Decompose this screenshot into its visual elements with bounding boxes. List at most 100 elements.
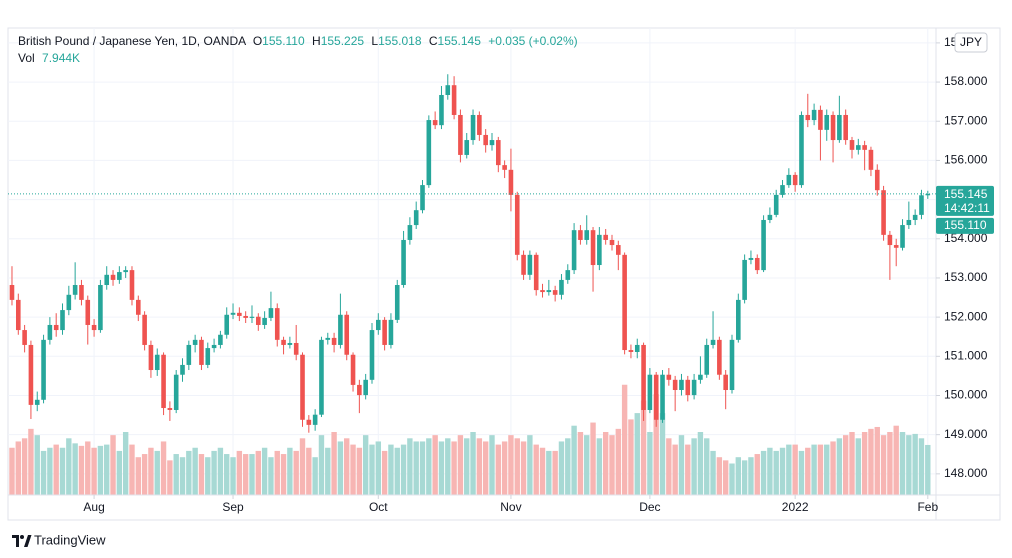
- candle-body: [710, 339, 716, 345]
- candle-body: [925, 193, 931, 196]
- candle-body: [887, 234, 893, 246]
- volume-bar: [596, 438, 603, 495]
- candle-body: [167, 408, 173, 410]
- volume-bar: [571, 425, 577, 495]
- volume-bar: [722, 460, 729, 495]
- volume-bar: [754, 454, 760, 495]
- x-tick-label: Nov: [500, 500, 521, 514]
- volume-bar: [135, 457, 141, 495]
- volume-bar: [482, 441, 489, 495]
- volume-bar: [609, 435, 615, 495]
- candle-body: [394, 285, 400, 320]
- volume-bar: [628, 419, 634, 495]
- candle-body: [293, 342, 299, 355]
- y-tick-label: 152.000: [944, 309, 988, 323]
- candle-body: [123, 270, 128, 273]
- candle-body: [256, 316, 261, 325]
- candle-body: [578, 230, 583, 240]
- volume-bar: [565, 438, 571, 495]
- candle-body: [331, 337, 337, 345]
- volume-bar: [110, 435, 116, 495]
- candle-body: [22, 330, 27, 345]
- volume-bar: [28, 428, 34, 495]
- volume-bar: [59, 447, 66, 495]
- candle-body: [900, 225, 905, 248]
- candle-body: [413, 210, 419, 226]
- candle-body: [129, 270, 135, 300]
- legend-open: 155.110: [262, 34, 305, 48]
- volume-bar: [615, 428, 622, 495]
- legend-high-label: H: [312, 34, 321, 48]
- volume-bar: [394, 447, 400, 495]
- volume-bar: [419, 441, 426, 495]
- volume-bar: [880, 435, 887, 495]
- candle-body: [186, 344, 192, 365]
- candle-body: [344, 314, 350, 355]
- candle-body: [546, 290, 552, 293]
- volume-bar: [325, 447, 331, 495]
- candle-body: [616, 245, 621, 255]
- volume-bar: [179, 457, 186, 495]
- volume-bar: [129, 444, 135, 495]
- candle-body: [161, 354, 166, 409]
- candle-body: [376, 319, 381, 331]
- candle-body: [685, 379, 691, 396]
- volume-bar: [767, 447, 773, 495]
- volume-bar: [773, 450, 779, 495]
- candle-body: [849, 140, 855, 150]
- volume-bar: [293, 450, 299, 495]
- candle-body: [41, 339, 46, 400]
- candle-body: [653, 374, 659, 420]
- volume-bar: [874, 426, 880, 495]
- volume-bar: [817, 444, 824, 495]
- candle-body: [843, 114, 848, 141]
- price-label: 155.145: [944, 187, 988, 201]
- candle-body: [420, 185, 425, 211]
- volume-bar: [691, 438, 697, 495]
- volume-bar: [811, 444, 817, 495]
- candle-body: [445, 85, 451, 95]
- candle-body: [818, 109, 823, 130]
- candle-body: [811, 109, 817, 121]
- candle-body: [98, 285, 103, 331]
- candle-body: [470, 114, 476, 141]
- volume-bar: [602, 432, 609, 495]
- candle-body: [830, 114, 836, 141]
- candle-body: [679, 379, 684, 391]
- candle-body: [369, 330, 375, 380]
- currency-badge[interactable]: [954, 32, 988, 53]
- candle-body: [742, 259, 747, 300]
- candle-body: [72, 285, 78, 295]
- volume-legend: Vol 7.944K: [18, 51, 80, 65]
- x-tick-label: Aug: [83, 500, 104, 514]
- volume-bar: [584, 435, 590, 495]
- candle-body: [533, 254, 539, 291]
- volume-bar: [9, 447, 15, 495]
- candle-body: [15, 299, 21, 331]
- volume-bar: [729, 463, 735, 495]
- volume-bar: [653, 394, 659, 495]
- volume-bar: [451, 441, 457, 495]
- volume-bar: [792, 444, 798, 495]
- candle-body: [571, 230, 577, 271]
- volume-bar: [906, 435, 912, 495]
- volume-bar: [15, 441, 21, 495]
- y-tick-label: 148.000: [944, 466, 988, 480]
- candle-body: [338, 314, 343, 345]
- volume-bar: [685, 444, 691, 495]
- volume-bar: [255, 450, 262, 495]
- candle-body: [496, 140, 501, 166]
- volume-bar: [830, 441, 836, 495]
- candle-body: [881, 190, 886, 235]
- candle-body: [868, 149, 874, 170]
- candle-body: [912, 214, 918, 220]
- volume-bar: [66, 438, 72, 495]
- volume-bar: [381, 450, 388, 495]
- volume-bar: [173, 454, 179, 495]
- candle-body: [540, 290, 545, 293]
- volume-bar: [659, 413, 666, 495]
- candle-body: [199, 339, 204, 365]
- candle-body: [205, 348, 211, 365]
- candle-body: [281, 339, 286, 345]
